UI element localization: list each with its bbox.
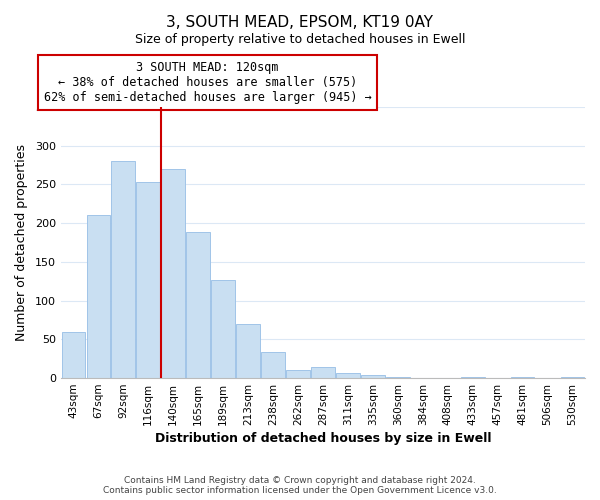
Bar — [361, 375, 385, 378]
X-axis label: Distribution of detached houses by size in Ewell: Distribution of detached houses by size … — [155, 432, 491, 445]
Bar — [187, 232, 210, 378]
Bar — [311, 367, 335, 378]
Bar — [112, 161, 135, 378]
Bar — [211, 280, 235, 378]
Text: 3 SOUTH MEAD: 120sqm
← 38% of detached houses are smaller (575)
62% of semi-deta: 3 SOUTH MEAD: 120sqm ← 38% of detached h… — [44, 61, 371, 104]
Bar — [511, 376, 535, 378]
Bar — [136, 182, 160, 378]
Bar — [560, 376, 584, 378]
Bar — [62, 332, 85, 378]
Text: 3, SOUTH MEAD, EPSOM, KT19 0AY: 3, SOUTH MEAD, EPSOM, KT19 0AY — [167, 15, 433, 30]
Bar — [261, 352, 285, 378]
Bar — [161, 169, 185, 378]
Bar — [86, 216, 110, 378]
Text: Contains HM Land Registry data © Crown copyright and database right 2024.
Contai: Contains HM Land Registry data © Crown c… — [103, 476, 497, 495]
Bar — [286, 370, 310, 378]
Bar — [461, 376, 485, 378]
Bar — [236, 324, 260, 378]
Text: Size of property relative to detached houses in Ewell: Size of property relative to detached ho… — [135, 32, 465, 46]
Bar — [336, 374, 360, 378]
Y-axis label: Number of detached properties: Number of detached properties — [15, 144, 28, 341]
